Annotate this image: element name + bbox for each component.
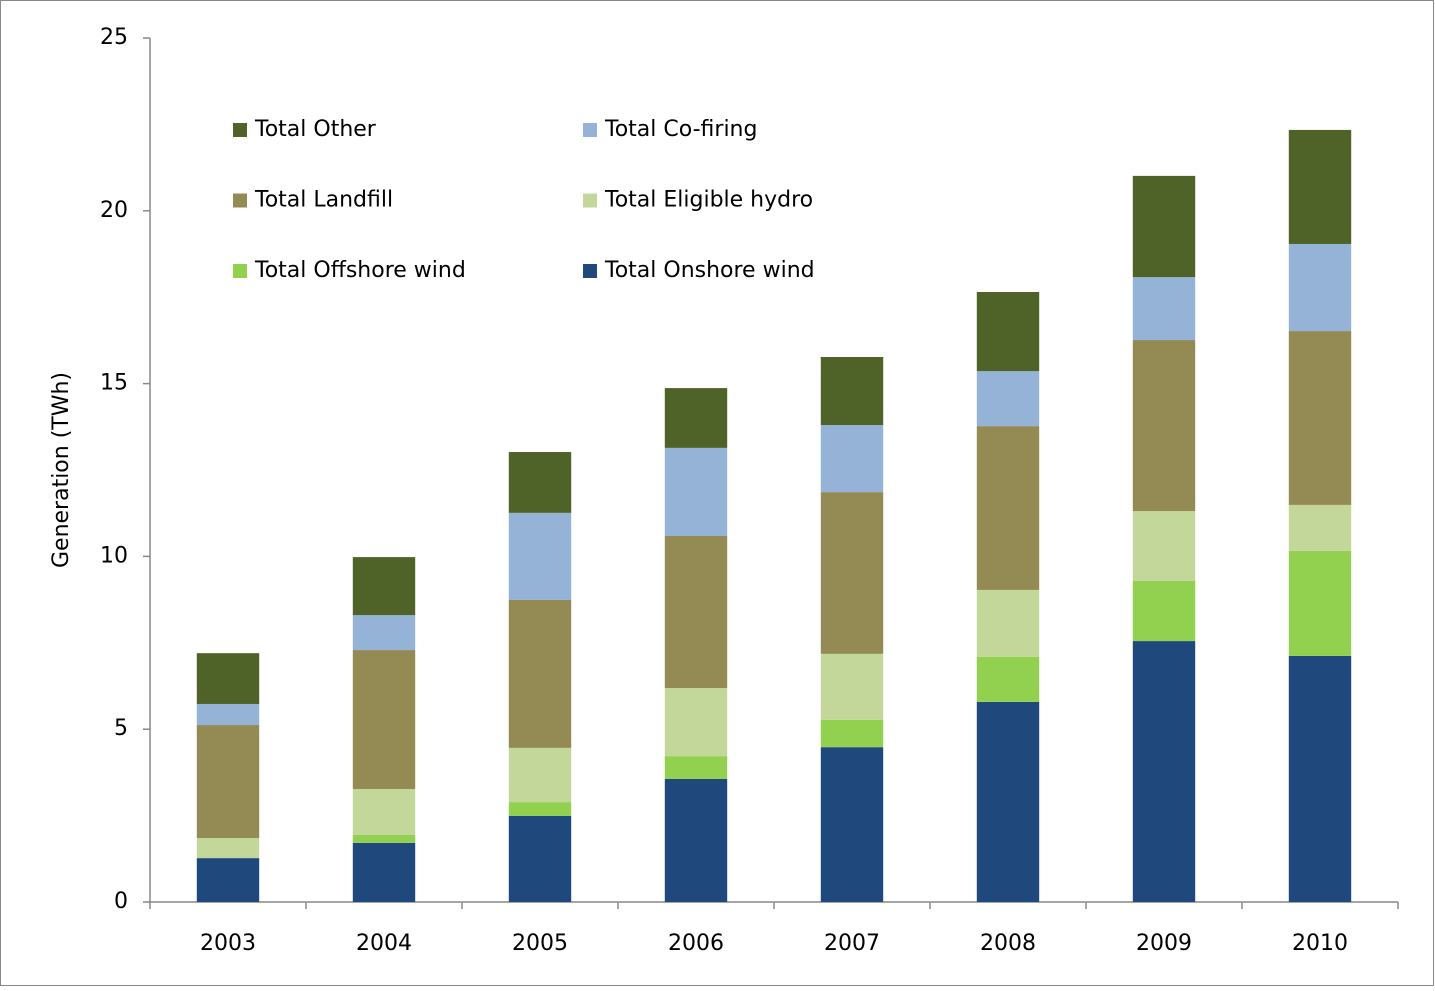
bar-segment [664, 447, 728, 537]
bar-segment [664, 536, 728, 689]
x-tick-label: 2005 [512, 931, 568, 956]
bar-segment [664, 756, 728, 779]
bar-segment [820, 356, 884, 426]
bar-segment [508, 747, 572, 803]
bar-segment [352, 842, 416, 902]
legend-label: Total Eligible hydro [604, 188, 813, 213]
bar-segment [352, 788, 416, 835]
bar-segment [352, 834, 416, 843]
legend-label: Total Offshore wind [254, 258, 466, 283]
bar-segment [1288, 129, 1352, 244]
legend-swatch [583, 123, 597, 137]
x-tick-label: 2003 [200, 931, 256, 956]
legend-swatch [233, 123, 247, 137]
x-tick-label: 2007 [824, 931, 880, 956]
bar-segment [1132, 175, 1196, 278]
x-tick-label: 2010 [1292, 931, 1348, 956]
y-tick-label: 15 [100, 371, 128, 396]
bar-segment [352, 615, 416, 651]
bar-segment [352, 557, 416, 616]
x-tick-label: 2006 [668, 931, 724, 956]
bar-segment [820, 653, 884, 720]
bar-segment [1132, 511, 1196, 581]
bar-segment [664, 688, 728, 757]
bar-segment [976, 656, 1040, 702]
legend-label: Total Onshore wind [604, 258, 815, 283]
legend-label: Total Co-firing [604, 117, 757, 142]
y-tick-label: 25 [100, 25, 128, 50]
bar-segment [196, 725, 260, 839]
legend-swatch [233, 264, 247, 278]
bar-segment [1288, 243, 1352, 332]
bar-segment [820, 747, 884, 902]
legend-swatch [233, 193, 247, 208]
bar-segment [820, 425, 884, 493]
x-tick-label: 2008 [980, 931, 1036, 956]
y-axis-label: Generation (TWh) [49, 372, 74, 568]
bar-segment [976, 701, 1040, 902]
bar-segment [508, 815, 572, 902]
bar-segment [820, 719, 884, 748]
y-tick-label: 10 [100, 543, 128, 568]
bar-segment [976, 292, 1040, 372]
bar-segment [196, 838, 260, 859]
bar-segment [508, 452, 572, 513]
bar-segment [1132, 340, 1196, 512]
bar-segment [976, 371, 1040, 427]
bar-segment [820, 492, 884, 654]
bar-segment [664, 388, 728, 448]
x-tick-label: 2004 [356, 931, 412, 956]
y-tick-label: 20 [100, 198, 128, 223]
bar-segment [1132, 641, 1196, 902]
x-tick-label: 2009 [1136, 931, 1192, 956]
bar-segment [196, 653, 260, 704]
bar-segment [1288, 550, 1352, 656]
bar-segment [976, 589, 1040, 657]
bar-segment [1288, 655, 1352, 902]
bar-segment [1288, 504, 1352, 551]
bar-segment [1132, 277, 1196, 341]
bar-segment [1288, 331, 1352, 505]
legend-swatch [583, 264, 597, 278]
bar-segment [508, 802, 572, 816]
bar-segment [196, 703, 260, 726]
y-tick-label: 0 [114, 889, 128, 914]
bar-segment [508, 599, 572, 748]
bar-segment [1132, 580, 1196, 642]
bar-segment [508, 512, 572, 600]
y-tick-label: 5 [114, 716, 128, 741]
bar-segment [196, 858, 260, 902]
legend-swatch [583, 193, 597, 208]
bar-segment [352, 650, 416, 789]
bar-segment [664, 778, 728, 902]
bar-segment [976, 426, 1040, 590]
legend-label: Total Landfill [254, 188, 393, 213]
legend-label: Total Other [254, 117, 377, 142]
